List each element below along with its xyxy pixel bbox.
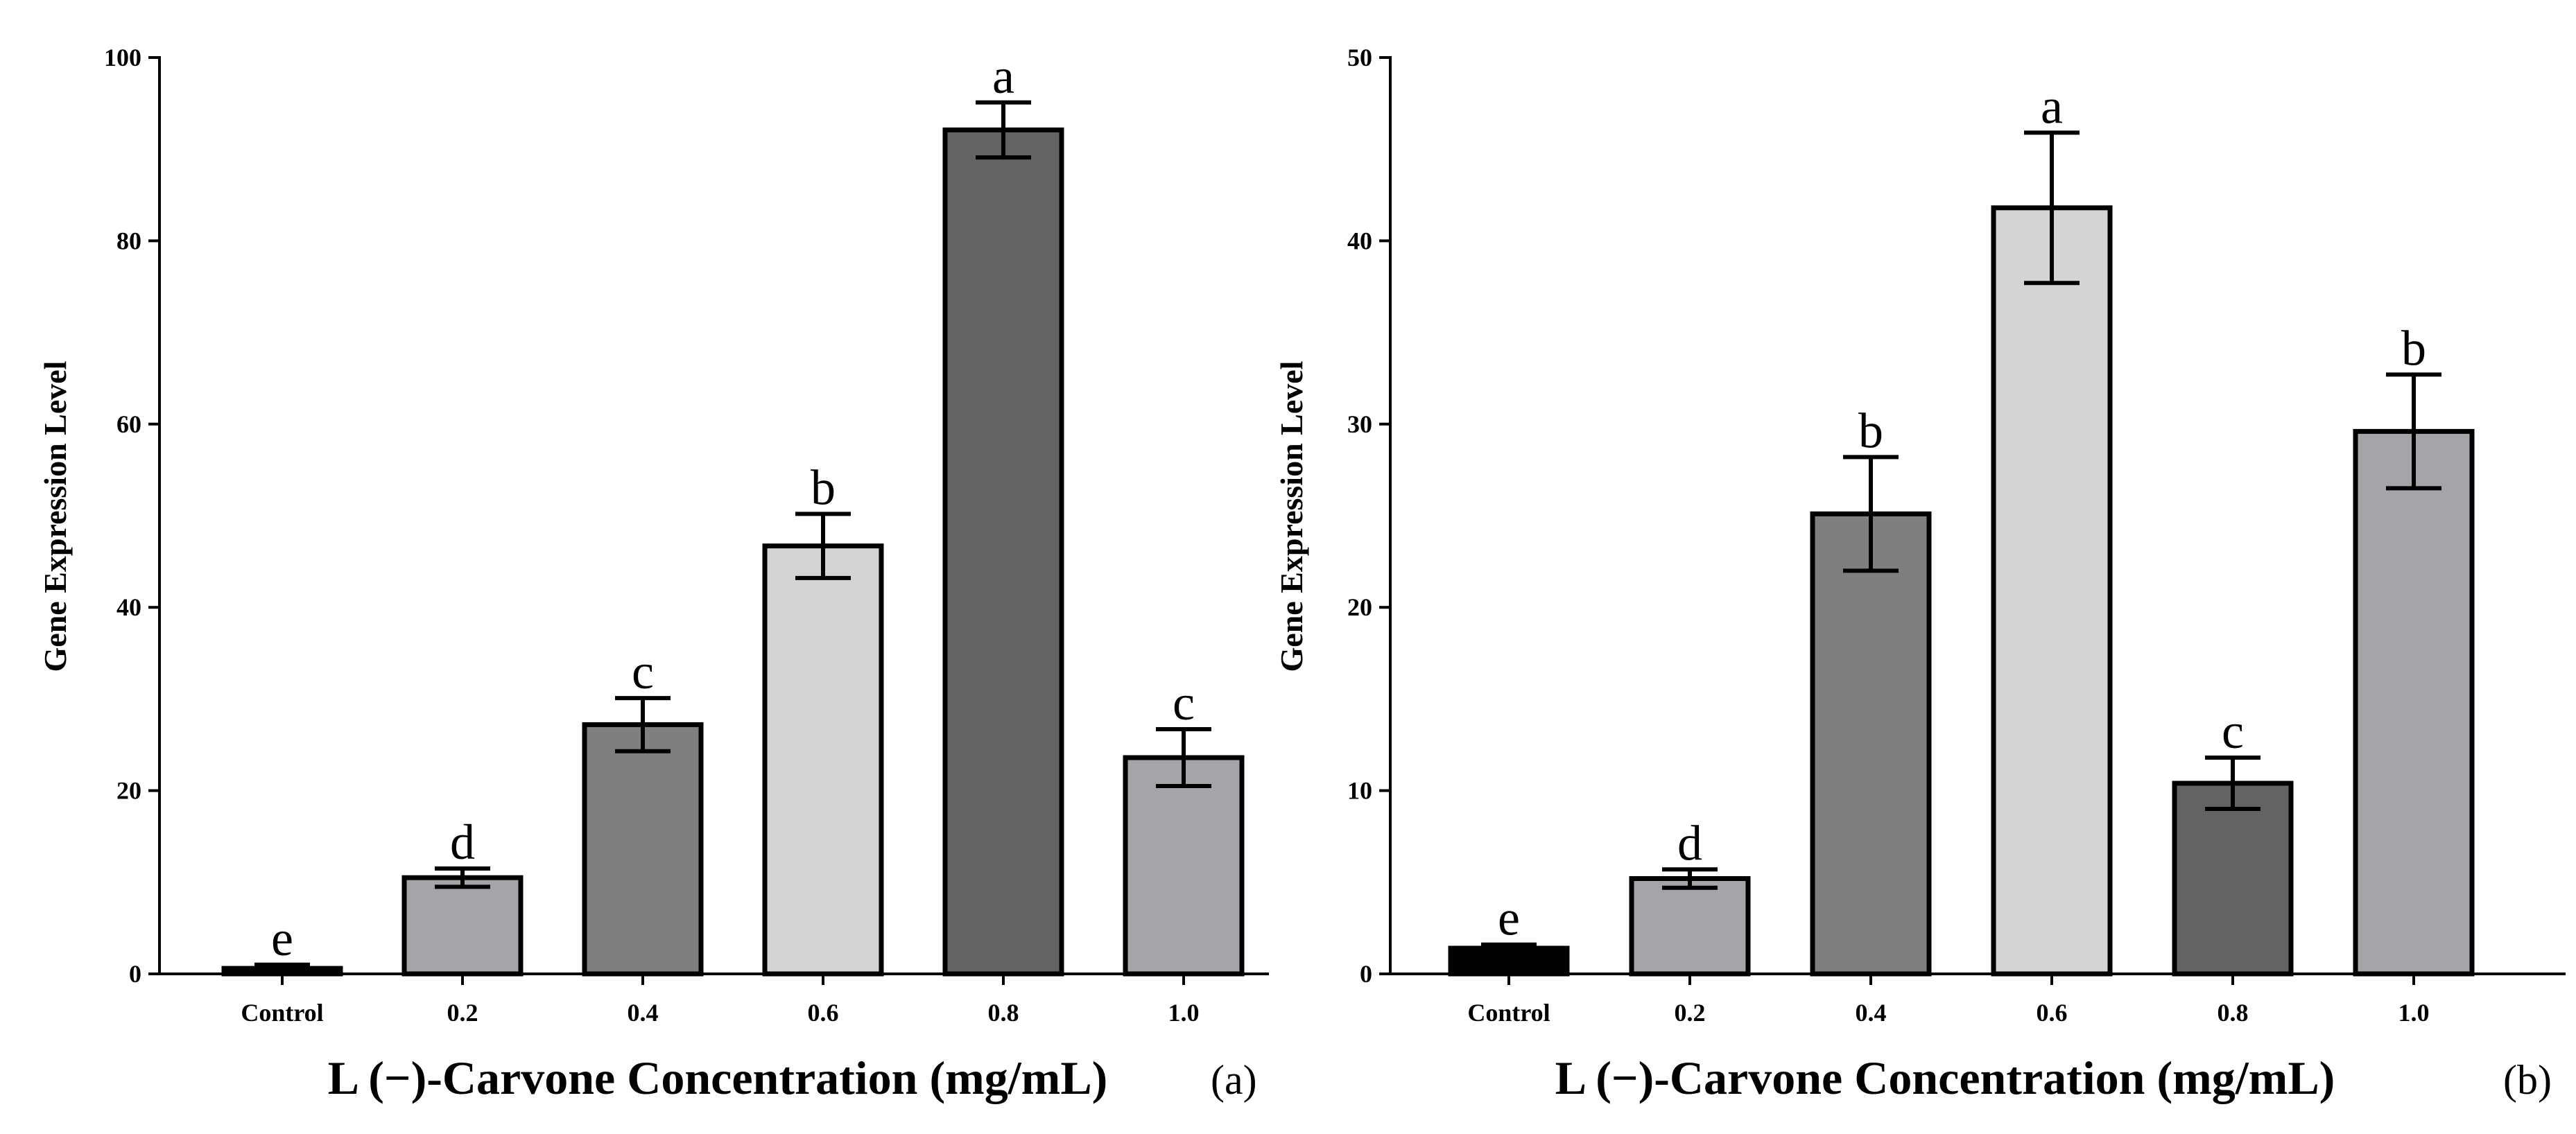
x-tick-label: 0.4 — [1856, 999, 1887, 1027]
panel-b: Gene Expression Level L (−)-Carvone Conc… — [1274, 44, 2566, 1104]
significance-letter: a — [992, 49, 1014, 104]
panel-a: Gene Expression Level L (−)-Carvone Conc… — [37, 44, 1269, 1104]
y-tick-label: 50 — [1347, 44, 1372, 71]
x-tick-label: 0.8 — [988, 999, 1019, 1027]
bar — [1810, 511, 1932, 977]
bar — [2353, 428, 2475, 977]
bar — [582, 722, 704, 977]
significance-letter: e — [271, 911, 293, 966]
significance-letter: e — [1498, 891, 1520, 946]
significance-letter: c — [1173, 675, 1195, 731]
bar — [2172, 780, 2294, 977]
x-tick-label: 0.2 — [1675, 999, 1706, 1027]
y-tick-label: 0 — [1360, 960, 1372, 988]
y-axis-title: Gene Expression Level — [37, 361, 73, 672]
bar — [1123, 755, 1245, 977]
bar — [762, 543, 884, 977]
y-tick-label: 20 — [116, 777, 141, 805]
bar — [942, 127, 1064, 977]
bar — [1991, 205, 2113, 977]
panel-label: (b) — [2503, 1057, 2552, 1103]
bar — [401, 875, 524, 977]
y-tick-label: 10 — [1347, 777, 1372, 805]
y-tick-label: 80 — [116, 227, 141, 254]
x-tick-label: Control — [1467, 999, 1550, 1027]
significance-letter: d — [1677, 815, 1702, 871]
x-tick-label: 1.0 — [1168, 999, 1200, 1027]
x-tick-label: 0.4 — [628, 999, 659, 1027]
x-tick-label: 0.6 — [2037, 999, 2068, 1027]
x-axis-title: L (−)-Carvone Concentration (mg/mL) — [328, 1052, 1108, 1104]
significance-letter: c — [2222, 704, 2244, 759]
y-axis-title: Gene Expression Level — [1274, 361, 1309, 672]
y-tick-label: 40 — [1347, 227, 1372, 254]
x-tick-label: 1.0 — [2398, 999, 2430, 1027]
y-tick-label: 0 — [129, 960, 141, 988]
significance-letter: d — [450, 814, 475, 870]
significance-letter: c — [632, 644, 654, 699]
significance-letter: b — [1858, 403, 1883, 458]
x-tick-label: 0.6 — [808, 999, 839, 1027]
x-axis-title: L (−)-Carvone Concentration (mg/mL) — [1555, 1052, 2335, 1104]
bar — [1629, 876, 1751, 977]
significance-letter: b — [811, 460, 836, 515]
y-tick-label: 30 — [1347, 410, 1372, 438]
y-tick-label: 20 — [1347, 593, 1372, 621]
significance-letter: b — [2401, 320, 2426, 376]
y-tick-label: 40 — [116, 593, 141, 621]
panel-label: (a) — [1211, 1057, 1257, 1103]
x-tick-label: 0.8 — [2218, 999, 2249, 1027]
significance-letter: a — [2041, 78, 2063, 134]
x-tick-label: 0.2 — [447, 999, 478, 1027]
x-tick-label: Control — [241, 999, 323, 1027]
y-tick-label: 60 — [116, 410, 141, 438]
y-tick-label: 100 — [104, 44, 141, 71]
